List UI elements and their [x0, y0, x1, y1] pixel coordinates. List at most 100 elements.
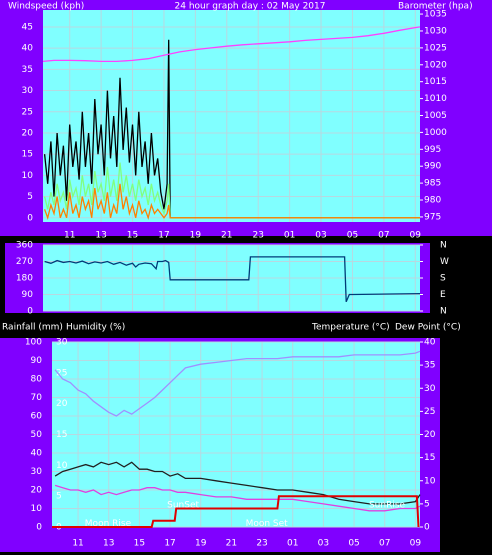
y2-tick-label: S [440, 274, 446, 284]
x-tick-label: 03 [315, 231, 326, 241]
y-tick-label: 10 [22, 171, 34, 181]
y-tick-label: 40 [31, 449, 43, 459]
x-tick-label: 01 [284, 231, 295, 241]
y2-tick-label: 1010 [424, 94, 447, 104]
y2-tick-label: 995 [424, 145, 441, 155]
data-line [54, 484, 421, 512]
y2-tick-label: 35 [424, 361, 435, 371]
x-tick-label: 17 [164, 539, 175, 549]
y2-tick-label: 1030 [424, 26, 447, 36]
y2-tick-label: 975 [424, 212, 441, 222]
y-tick-label: 5 [27, 192, 33, 202]
y-tick-label: 80 [31, 375, 43, 385]
y2-tick-label: 1035 [424, 10, 447, 20]
data-line [43, 39, 420, 219]
x-tick-label: 15 [134, 539, 145, 549]
y2-tick-label: 990 [424, 162, 441, 172]
y2-tick-label: 15 [424, 453, 435, 463]
y2-tick-label: 1000 [424, 128, 447, 138]
data-line [43, 183, 420, 221]
y-tick-label: 360 [16, 241, 33, 251]
x-tick-label: 05 [348, 539, 359, 549]
y2-tick-label: 1015 [424, 77, 447, 87]
y-tick-label: 40 [22, 44, 34, 54]
y-tick-label: 25 [22, 107, 33, 117]
y-tick-label: 60 [31, 412, 43, 422]
data-line [42, 26, 421, 63]
x-tick-label: 07 [379, 539, 390, 549]
y-tick-label: 30 [31, 467, 43, 477]
y3-tick-label: 25 [56, 368, 67, 378]
y-tick-label: 10 [31, 504, 43, 514]
data-line [52, 495, 420, 528]
x-tick-label: 05 [347, 231, 358, 241]
x-tick-label: 15 [127, 231, 138, 241]
y-tick-label: 90 [22, 290, 34, 300]
y-tick-label: 45 [22, 22, 33, 32]
y-tick-label: 20 [31, 486, 43, 496]
chart-title: 24 hour graph day : 02 May 2017 [175, 2, 326, 12]
y-tick-label: 180 [16, 274, 33, 284]
x-tick-label: 11 [64, 231, 75, 241]
y2-tick-label: N [440, 307, 447, 317]
y-axis-title: Windspeed (kph) [8, 2, 84, 12]
y-tick-label: 100 [25, 338, 42, 348]
x-tick-label: 13 [95, 231, 106, 241]
y3-tick-label: 5 [56, 492, 62, 502]
y2-axis-title: Barometer (hpa) [398, 2, 473, 12]
x-tick-label: 23 [252, 231, 263, 241]
y3-tick-label: 20 [56, 399, 68, 409]
y-tick-label: 0 [27, 213, 33, 223]
y-tick-label: 0 [27, 307, 33, 317]
y2-tick-label: 1005 [424, 111, 447, 121]
y2-tick-label: 0 [424, 523, 430, 533]
x-tick-label: 01 [287, 539, 298, 549]
y3-tick-label: 15 [56, 430, 67, 440]
y2-tick-label: 985 [424, 179, 441, 189]
x-tick-label: 21 [226, 539, 237, 549]
y2-tick-label: 10 [424, 476, 436, 486]
data-line [44, 256, 421, 303]
y-tick-label: 30 [22, 86, 34, 96]
y-tick-label: 70 [31, 393, 43, 403]
y-tick-label: 90 [31, 356, 43, 366]
x-tick-label: 13 [103, 539, 114, 549]
y2-tick-label: 40 [424, 338, 436, 348]
x-tick-label: 09 [410, 231, 422, 241]
x-tick-label: 17 [158, 231, 169, 241]
y-tick-label: 15 [22, 150, 33, 160]
y-tick-label: 35 [22, 65, 33, 75]
x-tick-label: 23 [256, 539, 267, 549]
y-tick-label: 0 [36, 523, 42, 533]
x-tick-label: 19 [195, 539, 207, 549]
annotation: Moon Rise [85, 519, 132, 529]
y2-axis-title: Temperature (°C) [311, 323, 390, 333]
y2-tick-label: W [440, 257, 449, 267]
y3-tick-label: 30 [56, 338, 68, 348]
y-axis-title: Humidity (%) [66, 323, 125, 333]
y-tick-label: 270 [16, 257, 33, 267]
x-tick-label: 09 [410, 539, 422, 549]
plot-area [43, 10, 420, 222]
y-tick-label: 20 [22, 128, 34, 138]
y2-tick-label: 20 [424, 430, 436, 440]
annotation: SunRise [369, 500, 406, 510]
y2-tick-label: N [440, 241, 447, 251]
annotation: SunSet [167, 500, 199, 510]
x-tick-label: 11 [72, 539, 83, 549]
y-tick-label: 50 [31, 430, 43, 440]
annotation: Moon Set [246, 519, 289, 529]
data-line [54, 350, 421, 417]
data-line [54, 461, 421, 505]
x-tick-label: 21 [221, 231, 232, 241]
y2-tick-label: 5 [424, 499, 430, 509]
y2-tick-label: 1025 [424, 43, 447, 53]
x-tick-label: 19 [190, 231, 202, 241]
data-line [43, 162, 420, 219]
y2-tick-label: E [440, 290, 446, 300]
y2-tick-label: 1020 [424, 60, 447, 70]
y2-tick-label: 30 [424, 384, 436, 394]
y2-axis-title: Dew Point (°C) [395, 323, 461, 333]
